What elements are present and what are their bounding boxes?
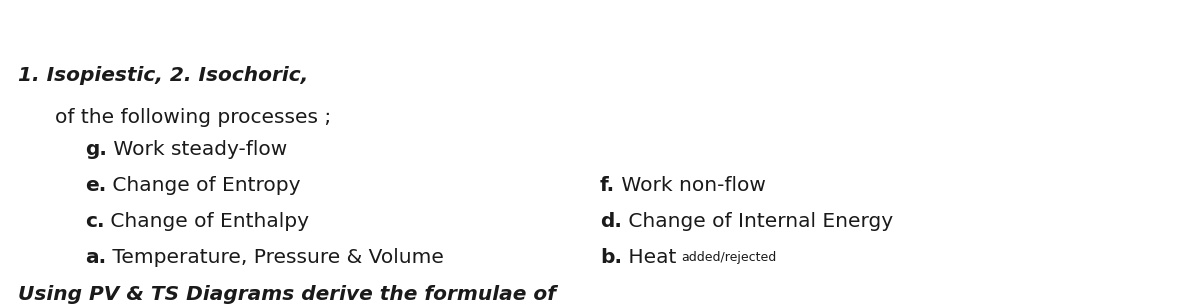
Text: Using PV & TS Diagrams derive the formulae of: Using PV & TS Diagrams derive the formul… [18, 285, 556, 304]
Text: c.: c. [85, 212, 104, 231]
Text: Change of Enthalpy: Change of Enthalpy [104, 212, 310, 231]
Text: d.: d. [600, 212, 622, 231]
Text: 1. Isopiestic, 2. Isochoric,: 1. Isopiestic, 2. Isochoric, [18, 66, 308, 85]
Text: of the following processes ;: of the following processes ; [55, 108, 331, 127]
Text: Heat: Heat [622, 248, 677, 267]
Text: Work steady-flow: Work steady-flow [107, 140, 287, 159]
Text: Change of Internal Energy: Change of Internal Energy [622, 212, 893, 231]
Text: b.: b. [600, 248, 622, 267]
Text: f.: f. [600, 176, 616, 195]
Text: Temperature, Pressure & Volume: Temperature, Pressure & Volume [106, 248, 444, 267]
Text: e.: e. [85, 176, 107, 195]
Text: added/rejected: added/rejected [682, 251, 776, 264]
Text: g.: g. [85, 140, 107, 159]
Text: a.: a. [85, 248, 106, 267]
Text: Work non-flow: Work non-flow [616, 176, 766, 195]
Text: Change of Entropy: Change of Entropy [107, 176, 301, 195]
